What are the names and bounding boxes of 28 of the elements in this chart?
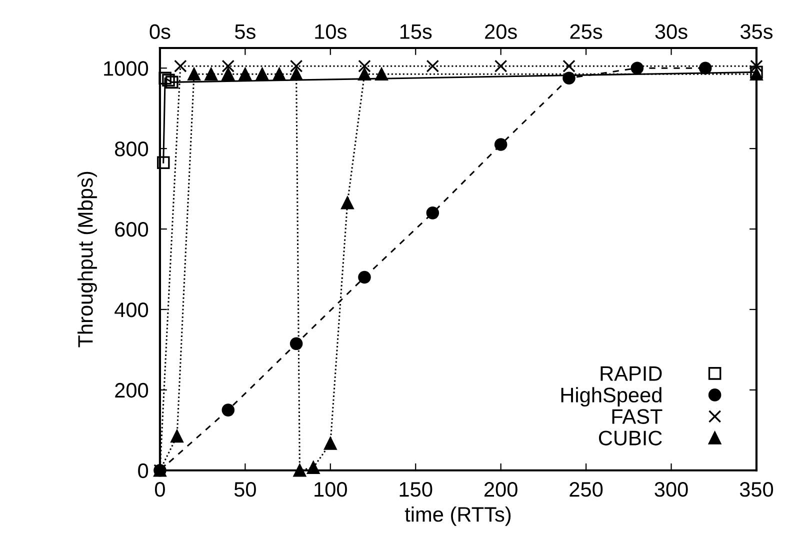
x-tick-label: 0	[154, 482, 165, 497]
x2-tick-label: 15s	[400, 24, 432, 40]
x-tick-label: 250	[570, 482, 603, 497]
x-tick-label: 200	[484, 482, 518, 497]
x2-tick-label: 25s	[570, 24, 602, 40]
x-axis-title: time (RTTs)	[404, 506, 511, 526]
x2-tick-label: 20s	[485, 24, 517, 40]
x-tick-label: 50	[234, 482, 256, 497]
y-tick-label: 200	[115, 382, 148, 398]
x2-tick-label: 5s	[235, 24, 256, 40]
y-tick-label: 400	[114, 302, 148, 318]
y-tick-label: 600	[115, 222, 148, 237]
y-tick-label: 1000	[104, 61, 148, 76]
legend-label: HighSpeed	[561, 387, 662, 407]
y-tick-label: 0	[138, 463, 148, 478]
x2-tick-label: 30s	[655, 24, 688, 40]
x-tick-label: 100	[314, 482, 347, 497]
legend-label: FAST	[612, 409, 662, 424]
x2-tick-label: 0s	[150, 24, 170, 40]
y-axis-title: Throughput (Mbps)	[78, 172, 97, 348]
legend-label: CUBIC	[598, 430, 662, 446]
x-tick-label: 350	[740, 482, 774, 497]
x2-tick-label: 35s	[740, 24, 773, 40]
x-tick-label: 300	[654, 482, 688, 497]
y-tick-label: 800	[115, 142, 148, 156]
x2-tick-label: 10s	[315, 24, 346, 40]
legend-label: RAPID	[600, 366, 662, 381]
x-tick-label: 150	[400, 482, 432, 497]
